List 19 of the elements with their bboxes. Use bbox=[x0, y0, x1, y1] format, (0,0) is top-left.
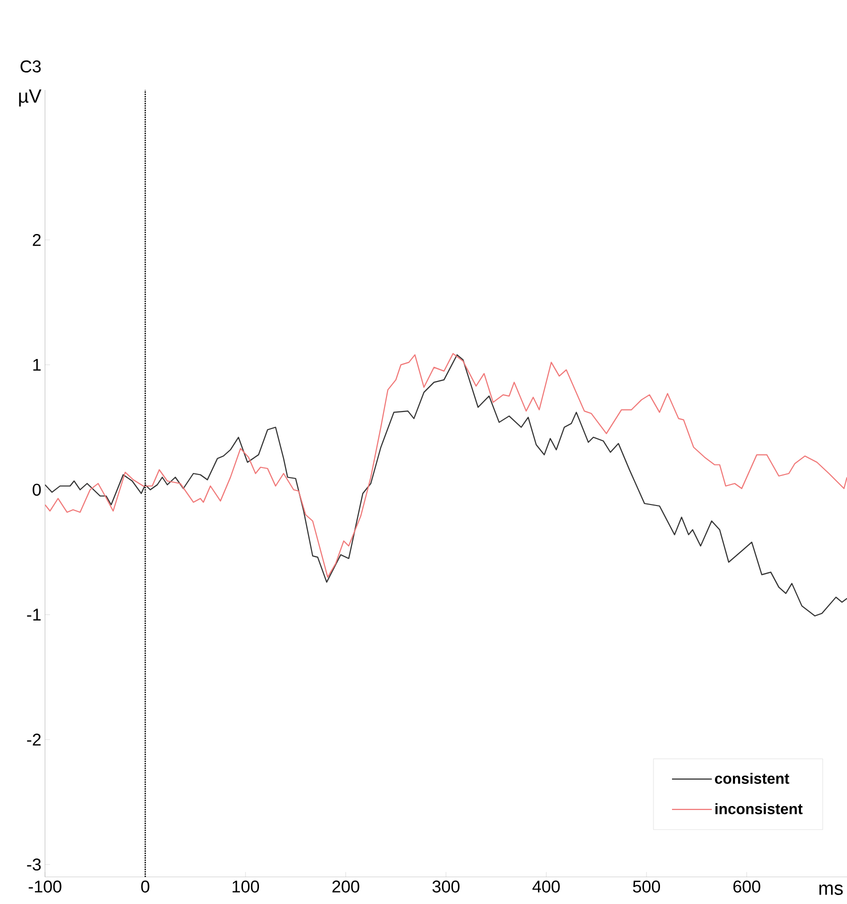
y-tick-label: -1 bbox=[27, 608, 41, 621]
y-tick-label: 1 bbox=[33, 358, 41, 371]
x-axis-title: ms bbox=[819, 884, 843, 895]
x-tick-label: 200 bbox=[332, 880, 360, 893]
y-tick-label: -2 bbox=[27, 734, 41, 746]
y-tick-label: 0 bbox=[32, 484, 41, 496]
x-tick-label: -100 bbox=[28, 880, 62, 893]
y-axis-title: µV bbox=[19, 90, 42, 107]
chart-title: C3 bbox=[20, 60, 41, 72]
legend-label: inconsistent bbox=[715, 803, 803, 814]
x-tick-label: 600 bbox=[733, 880, 760, 893]
x-tick-label: 300 bbox=[432, 880, 460, 893]
x-tick-label: 500 bbox=[632, 880, 660, 893]
x-tick-label: 0 bbox=[141, 880, 150, 893]
y-tick-label: -3 bbox=[27, 858, 41, 871]
legend-label: consistent bbox=[714, 772, 790, 784]
x-tick-label: 400 bbox=[532, 880, 560, 893]
y-tick-label: 2 bbox=[32, 234, 41, 246]
x-tick-label: 100 bbox=[232, 880, 260, 893]
